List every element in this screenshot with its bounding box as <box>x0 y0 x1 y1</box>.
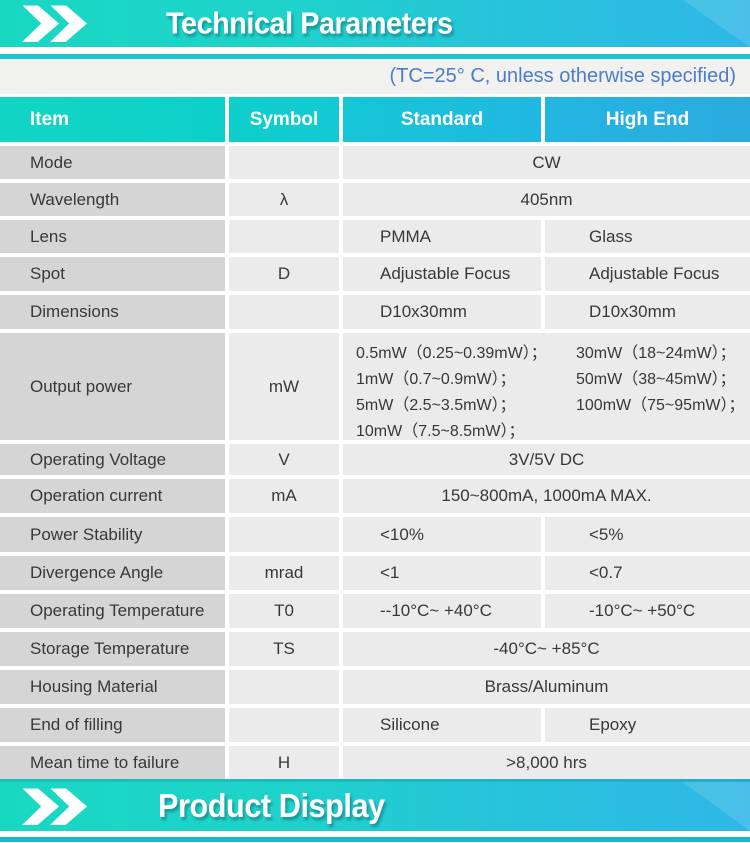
cell-item-wavelength: Wavelength <box>0 183 225 216</box>
output-power-line: 30mW（18~24mW）； <box>576 345 736 362</box>
cell-item-output-power: Output power <box>0 333 225 440</box>
cell-item-operating-voltage: Operating Voltage <box>0 444 225 475</box>
cell-value-mean-time-to-failure: >8,000 hrs <box>343 746 750 779</box>
cell-item-housing-material: Housing Material <box>0 670 225 704</box>
cell-item-dimensions: Dimensions <box>0 295 225 329</box>
divider <box>0 47 750 54</box>
cell-item-mode: Mode <box>0 146 225 179</box>
output-power-line: 50mW（38~45mW）； <box>576 371 736 388</box>
cell-standard-dimensions: D10x30mm <box>343 295 541 329</box>
cell-symbol-end-of-filling <box>229 708 339 742</box>
output-power-line: 0.5mW（0.25~0.39mW）； <box>356 345 547 362</box>
cell-value-mode: CW <box>343 146 750 179</box>
cell-standard-end-of-filling: Silicone <box>343 708 541 742</box>
cell-item-storage-temperature: Storage Temperature <box>0 632 225 666</box>
teal-divider <box>0 837 750 842</box>
cell-standard-power-stability: <10% <box>343 517 541 552</box>
cell-highend-spot: Adjustable Focus <box>545 257 750 291</box>
output-power-line: 10mW（7.5~8.5mW）； <box>356 423 525 440</box>
cell-symbol-operation-current: mA <box>229 479 339 513</box>
cell-item-mean-time-to-failure: Mean time to failure <box>0 746 225 779</box>
product-display-banner: Product Display <box>0 779 750 831</box>
cell-symbol-mean-time-to-failure: H <box>229 746 339 779</box>
cell-standard-operating-temperature: --10°C~ +40°C <box>343 594 541 628</box>
cell-symbol-operating-temperature: T0 <box>229 594 339 628</box>
cell-value-operating-voltage: 3V/5V DC <box>343 444 750 475</box>
cell-symbol-dimensions <box>229 295 339 329</box>
test-condition-band: (TC=25° C, unless otherwise specified) <box>0 59 750 94</box>
cell-value-operation-current: 150~800mA, 1000mA MAX. <box>343 479 750 513</box>
cell-symbol-divergence-angle: mrad <box>229 556 339 590</box>
cell-highend-lens: Glass <box>545 220 750 253</box>
chevron-right-icon <box>22 788 59 825</box>
output-power-standard-list: 0.5mW（0.25~0.39mW）； 1mW（0.7~0.9mW）； 5mW（… <box>356 341 576 445</box>
cell-symbol-storage-temperature: TS <box>229 632 339 666</box>
cell-item-power-stability: Power Stability <box>0 517 225 552</box>
cell-item-divergence-angle: Divergence Angle <box>0 556 225 590</box>
chevron-right-icon <box>22 5 59 42</box>
column-header-item: Item <box>0 97 225 142</box>
divider <box>0 94 750 97</box>
output-power-line: 5mW（2.5~3.5mW）； <box>356 397 516 414</box>
cell-symbol-mode <box>229 146 339 179</box>
cell-standard-spot: Adjustable Focus <box>343 257 541 291</box>
column-header-high-end: High End <box>545 97 750 142</box>
teal-divider <box>0 54 750 59</box>
section-title-product-display: Product Display <box>158 786 385 824</box>
cell-symbol-power-stability <box>229 517 339 552</box>
cell-symbol-wavelength: λ <box>229 183 339 216</box>
cell-item-spot: Spot <box>0 257 225 291</box>
cell-value-wavelength: 405nm <box>343 183 750 216</box>
output-power-line: 1mW（0.7~0.9mW）； <box>356 371 516 388</box>
cell-highend-divergence-angle: <0.7 <box>545 556 750 590</box>
cell-symbol-output-power: mW <box>229 333 339 440</box>
cell-standard-divergence-angle: <1 <box>343 556 541 590</box>
cell-symbol-housing-material <box>229 670 339 704</box>
cell-item-operation-current: Operation current <box>0 479 225 513</box>
test-condition-note: (TC=25° C, unless otherwise specified) <box>389 65 736 87</box>
cell-item-operating-temperature: Operating Temperature <box>0 594 225 628</box>
output-power-line: 100mW（75~95mW）； <box>576 397 745 414</box>
cell-item-lens: Lens <box>0 220 225 253</box>
cell-standard-lens: PMMA <box>343 220 541 253</box>
divider <box>0 831 750 837</box>
technical-parameters-banner: Technical Parameters <box>0 0 750 47</box>
technical-parameters-table: Item Symbol Standard High End Mode CW Wa… <box>0 97 750 779</box>
column-header-standard: Standard <box>343 97 541 142</box>
cell-item-end-of-filling: End of filling <box>0 708 225 742</box>
column-header-symbol: Symbol <box>229 97 339 142</box>
cell-value-output-power: 0.5mW（0.25~0.39mW）； 1mW（0.7~0.9mW）； 5mW（… <box>343 333 750 440</box>
cell-highend-dimensions: D10x30mm <box>545 295 750 329</box>
section-title-technical-parameters: Technical Parameters <box>166 4 453 40</box>
output-power-highend-list: 30mW（18~24mW）； 50mW（38~45mW）； 100mW（75~9… <box>576 341 746 419</box>
double-chevron-icon <box>22 5 87 42</box>
cell-symbol-spot: D <box>229 257 339 291</box>
cell-value-housing-material: Brass/Aluminum <box>343 670 750 704</box>
cell-symbol-lens <box>229 220 339 253</box>
cell-value-storage-temperature: -40°C~ +85°C <box>343 632 750 666</box>
cell-highend-power-stability: <5% <box>545 517 750 552</box>
cell-symbol-operating-voltage: V <box>229 444 339 475</box>
cell-highend-operating-temperature: -10°C~ +50°C <box>545 594 750 628</box>
cell-highend-end-of-filling: Epoxy <box>545 708 750 742</box>
double-chevron-icon <box>22 788 87 825</box>
